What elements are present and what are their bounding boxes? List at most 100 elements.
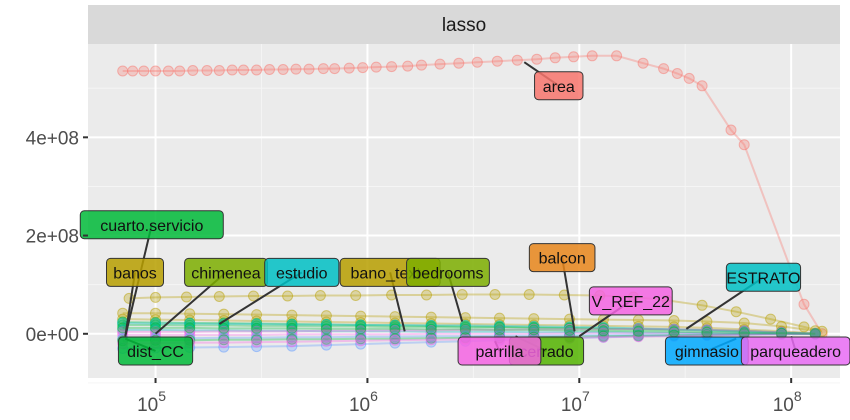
data-point [491,55,503,67]
data-point [248,290,259,302]
label-text-parrilla: parrilla [475,344,523,361]
label-area: area [534,71,584,101]
data-point [117,65,129,77]
data-point [568,51,580,63]
label-box-V_REF_22 [588,286,673,316]
data-point [218,322,230,334]
data-point [632,325,644,337]
data-point [471,56,483,68]
data-point [434,58,446,70]
data-point [658,63,670,75]
label-box-balcon [528,243,596,273]
data-point [809,325,821,337]
label-balcon: balcon [528,243,596,273]
series-line-cuarto.servicio [122,324,816,335]
label-V_REF_22: V_REF_22 [588,286,673,316]
x-tick-label: 107 [561,388,590,416]
label-box-banos [106,257,165,287]
y-axis: 0e+00 2e+08 4e+08 [26,128,88,346]
data-point [277,64,289,75]
data-point [402,60,414,72]
data-point [181,291,192,303]
data-point [637,57,649,69]
data-point [528,324,540,336]
data-point [586,50,598,62]
y-tick-label: 2e+08 [26,227,79,248]
label-gimnasio: gimnasio [664,336,749,366]
data-point [343,62,355,74]
data-point [357,62,369,74]
label-ESTRATO: ESTRATO [725,262,802,292]
data-point [320,339,332,351]
data-point [314,290,326,301]
label-box-ESTRATO [725,262,802,292]
data-point [286,322,298,334]
series-cerrado [117,322,821,340]
data-point [251,64,263,76]
label-dist_CC: dist_CC [117,336,194,366]
data-point [264,64,275,75]
data-point [282,290,294,302]
label-bedrooms: bedrooms [406,257,490,287]
data-point [511,54,523,66]
data-point [350,290,362,301]
label-box-parrilla [457,336,542,366]
data-point [494,324,505,336]
data-point [389,323,401,335]
y-tick-label: 4e+08 [26,128,79,149]
x-tick-label: 106 [349,388,378,416]
data-point [798,298,810,310]
data-point [425,323,437,335]
label-text-balcon: balcon [539,251,586,268]
label-text-chimenea: chimenea [191,265,260,282]
series-area [117,50,828,340]
y-tick-label: 0e+00 [26,325,79,346]
data-point [421,289,432,301]
x-tick-label: 105 [137,388,166,416]
data-point [389,334,401,346]
label-box-estudio [264,257,340,287]
x-tick-label: 108 [773,388,802,416]
data-point [127,65,139,77]
data-point [416,59,427,71]
data-point [425,328,437,340]
data-point [218,337,230,349]
data-point [459,323,471,335]
data-point [162,65,174,77]
data-point [671,68,683,79]
x-axis: 105 106 107 108 [137,378,802,416]
data-point [453,57,465,69]
label-chimenea: chimenea [184,257,268,287]
label-text-gimnasio: gimnasio [675,344,739,361]
data-point [251,334,263,346]
data-point [238,64,249,76]
data-point [523,289,535,300]
data-point [701,326,713,338]
label-text-parqueadero: parqueadero [750,344,841,361]
data-point [184,322,196,334]
data-point [320,335,332,347]
data-point [425,334,437,346]
data-point [531,53,543,65]
data-point [251,322,263,334]
data-point [226,64,238,76]
data-point [218,334,230,346]
data-point [174,65,186,77]
data-point [290,63,302,75]
label-text-banos: banos [113,265,157,282]
series-line-bedrooms [129,293,823,333]
label-parqueadero: parqueadero [740,336,850,366]
data-point [696,299,708,311]
label-text-bedrooms: bedrooms [412,265,483,282]
series-line-area [122,54,823,335]
data-point [765,313,777,325]
data-point [730,306,742,318]
data-point [489,289,501,300]
data-point [425,336,437,348]
panel-strip [88,5,840,44]
label-box-bedrooms [406,257,490,287]
label-estudio: estudio [264,257,340,287]
data-point [138,65,150,77]
data-point [355,323,367,335]
